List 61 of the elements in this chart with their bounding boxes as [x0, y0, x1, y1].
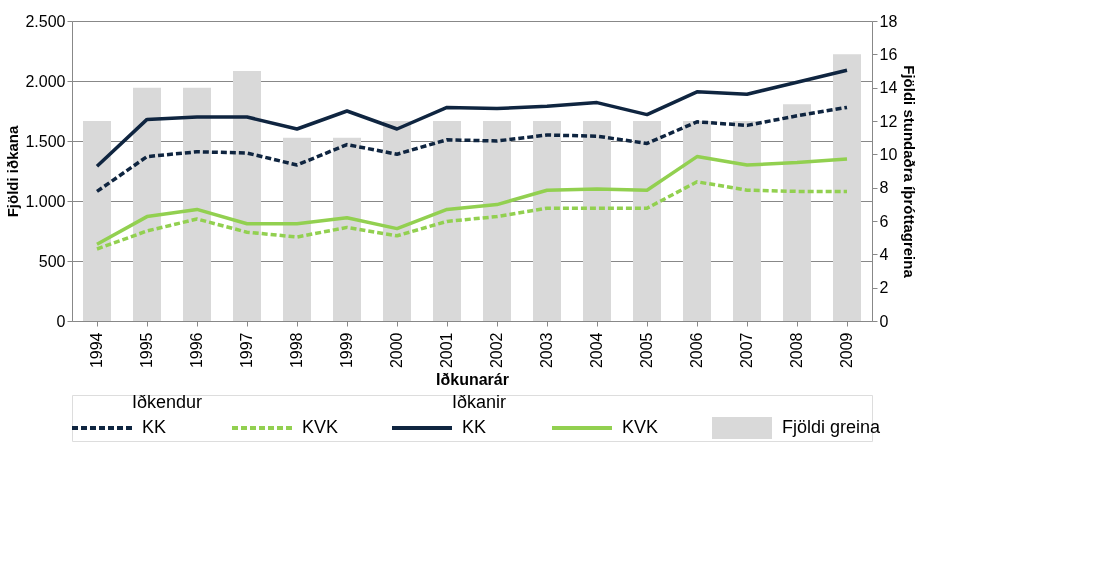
- bar: [233, 71, 261, 321]
- line-series: [95, 105, 849, 194]
- x-tick-label: 2002: [488, 332, 505, 369]
- x-tick-label: 2003: [538, 332, 555, 369]
- bar: [283, 137, 311, 321]
- x-tick-label: 1995: [138, 332, 155, 369]
- x-tick-label: 2008: [788, 332, 805, 369]
- line-series: [95, 68, 849, 168]
- bar: [583, 121, 611, 321]
- bar: [133, 87, 161, 321]
- y2-tick-label: 16: [879, 45, 898, 63]
- bar: [533, 121, 561, 321]
- line-series: [95, 154, 849, 246]
- y2-tick-label: 0: [879, 312, 889, 330]
- bar: [633, 121, 661, 321]
- bar: [683, 121, 711, 321]
- bar: [733, 121, 761, 321]
- bar: [483, 121, 511, 321]
- bar: [83, 121, 111, 321]
- y2-tick-label: 10: [879, 145, 898, 163]
- x-tick-label: 2004: [588, 332, 605, 369]
- y2-tick-label: 18: [879, 12, 898, 30]
- y-tick-label: 0: [56, 312, 66, 330]
- bar: [833, 54, 861, 321]
- x-tick-label: 2001: [438, 332, 455, 369]
- legend-label: Fjöldi greina: [782, 417, 882, 437]
- x-tick-label: 2000: [388, 332, 405, 369]
- legend-label: KVK: [302, 417, 339, 437]
- x-tick-label: 1999: [338, 332, 355, 369]
- y2-tick-label: 12: [879, 112, 898, 130]
- y2-tick-label: 8: [879, 179, 889, 197]
- bar: [183, 87, 211, 321]
- legend-label: KK: [462, 417, 487, 437]
- bar: [383, 121, 411, 321]
- x-tick-label: 1998: [288, 332, 305, 369]
- x-tick-label: 1996: [188, 332, 205, 369]
- y-tick-label: 1.500: [25, 132, 66, 150]
- bar: [783, 104, 811, 321]
- y2-axis-title: Fjöldi stundaðra íþróttagreina: [901, 65, 919, 279]
- text: Iðkanir: [452, 392, 507, 412]
- x-tick-label: 2007: [738, 332, 755, 369]
- x-tick-label: 2006: [688, 332, 705, 369]
- y-tick-label: 2.500: [25, 12, 66, 30]
- y2-tick-label: 14: [879, 79, 898, 97]
- y2-tick-label: 4: [879, 245, 889, 263]
- x-axis-title: Iðkunarár: [436, 371, 509, 389]
- text: Iðkendur: [132, 392, 203, 412]
- y-tick-label: 1.000: [25, 192, 66, 210]
- legend-label: KVK: [622, 417, 659, 437]
- y2-tick-label: 2: [879, 279, 889, 297]
- legend-label: KK: [142, 417, 167, 437]
- y-tick-label: 2.000: [25, 72, 66, 90]
- bar: [433, 121, 461, 321]
- x-tick-label: 1997: [238, 332, 255, 369]
- y-axis-title: Fjöldi iðkana: [4, 125, 22, 218]
- y2-tick-label: 6: [879, 212, 889, 230]
- x-tick-label: 2009: [838, 332, 855, 369]
- y-tick-label: 500: [38, 252, 66, 270]
- x-tick-label: 1994: [88, 332, 105, 369]
- x-tick-label: 2005: [638, 332, 655, 369]
- bar: [333, 137, 361, 321]
